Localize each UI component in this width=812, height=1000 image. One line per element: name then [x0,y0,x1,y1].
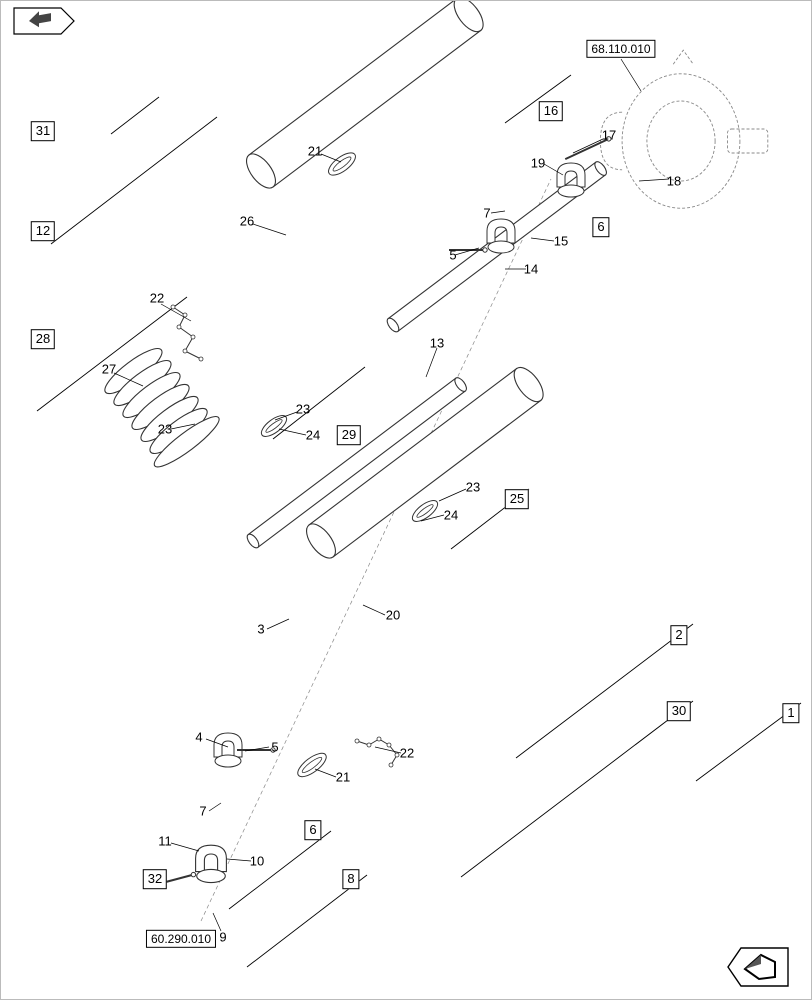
callout-24: 24 [444,509,458,522]
nav-back-icon[interactable] [13,7,75,35]
callout-32: 32 [143,869,167,889]
callout-31: 31 [31,121,55,141]
callout-9: 9 [219,931,226,944]
callout-10: 10 [250,855,264,868]
callout-5: 5 [449,249,456,262]
callout-4: 4 [195,731,202,744]
callout-21: 21 [308,145,322,158]
callout-19: 19 [531,157,545,170]
callout-3: 3 [257,623,264,636]
callout-25: 25 [505,489,529,509]
callout-23: 23 [466,481,480,494]
diagram-canvas: 1234556677891011121314151617181920212122… [0,0,812,1000]
callout-22: 22 [150,292,164,305]
callout-28: 28 [31,329,55,349]
callout-21: 21 [336,771,350,784]
callout-14: 14 [524,263,538,276]
callout-2: 2 [670,625,687,645]
callout-30: 30 [667,701,691,721]
callout-7: 7 [199,805,206,818]
callout-26: 26 [240,215,254,228]
nav-next-icon[interactable] [727,947,789,987]
callout-23: 23 [158,423,172,436]
callout-8: 8 [342,869,359,889]
callout-23: 23 [296,403,310,416]
callout-1: 1 [782,703,799,723]
callout-16: 16 [539,101,563,121]
callout-17: 17 [602,129,616,142]
callout-29: 29 [337,425,361,445]
callout-18: 18 [667,175,681,188]
callout-15: 15 [554,235,568,248]
callout-6: 6 [592,217,609,237]
ref-68-110-010: 68.110.010 [586,40,655,58]
callout-13: 13 [430,337,444,350]
callout-24: 24 [306,429,320,442]
callout-27: 27 [102,363,116,376]
callout-11: 11 [158,835,172,848]
diagram-svg [1,1,812,1000]
callout-5: 5 [271,741,278,754]
ref-60-290-010: 60.290.010 [146,930,216,948]
callout-22: 22 [400,747,414,760]
callout-7: 7 [483,207,490,220]
callout-6: 6 [304,820,321,840]
callout-20: 20 [386,609,400,622]
callout-12: 12 [31,221,55,241]
